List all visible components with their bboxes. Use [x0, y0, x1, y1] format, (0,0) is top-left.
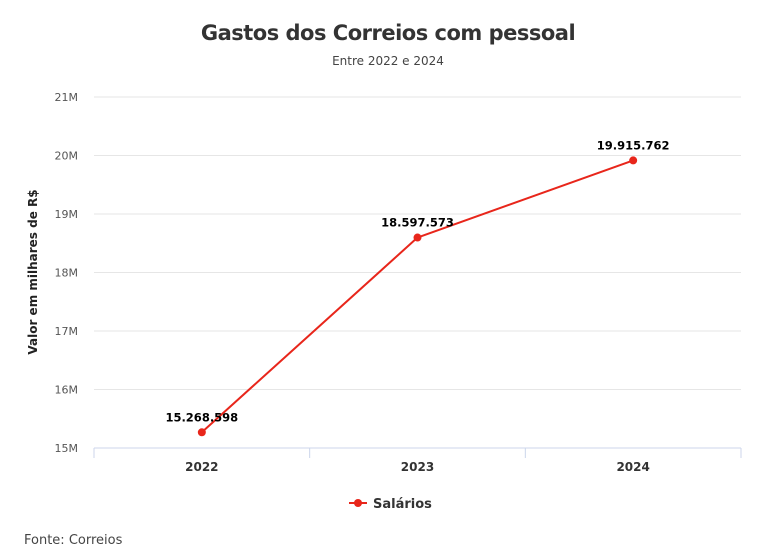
data-label: 18.597.573: [381, 216, 454, 230]
data-labels: 15.268.598 18.597.573 19.915.762: [165, 138, 669, 424]
x-tick-label: 2024: [616, 460, 649, 474]
legend[interactable]: Salários: [349, 497, 432, 512]
y-tick-label: 16M: [55, 384, 79, 397]
y-axis-ticks: 15M 16M 17M 18M 19M 20M 21M: [55, 91, 79, 455]
y-tick-label: 21M: [55, 91, 79, 104]
x-axis: 2022 2023 2024: [93, 447, 742, 474]
data-label: 19.915.762: [597, 138, 670, 152]
series-salarios: [197, 156, 638, 437]
legend-dot-marker: [354, 499, 362, 507]
y-tick-label: 19M: [55, 208, 79, 221]
y-tick-label: 15M: [55, 442, 79, 455]
y-tick-label: 20M: [55, 150, 79, 163]
data-label: 15.268.598: [165, 410, 238, 424]
source-note: Fonte: Correios: [24, 533, 123, 548]
data-point: [413, 233, 422, 242]
y-axis-title: Valor em milhares de R$: [26, 189, 40, 354]
legend-label-salarios: Salários: [373, 497, 432, 512]
chart-title: Gastos dos Correios com pessoal: [201, 21, 575, 45]
y-tick-label: 18M: [55, 267, 79, 280]
data-point: [629, 156, 638, 165]
series-line: [201, 159, 634, 434]
data-point: [197, 428, 206, 437]
x-tick-label: 2022: [185, 460, 218, 474]
x-tick-label: 2023: [401, 460, 434, 474]
y-tick-label: 17M: [55, 325, 79, 338]
gridlines: [94, 96, 741, 390]
chart-subtitle: Entre 2022 e 2024: [332, 54, 444, 68]
